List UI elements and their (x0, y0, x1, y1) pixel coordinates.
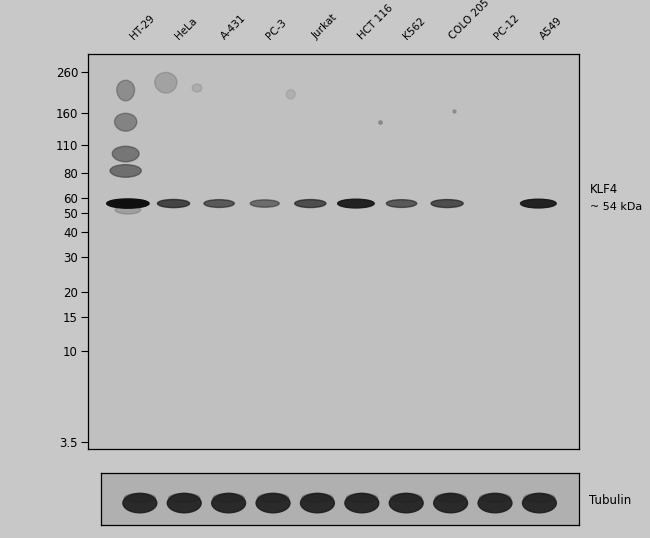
Ellipse shape (123, 493, 157, 513)
Ellipse shape (250, 200, 280, 207)
Text: COLO 205: COLO 205 (447, 0, 491, 41)
Ellipse shape (111, 199, 145, 203)
Ellipse shape (117, 80, 135, 101)
Text: PC-12: PC-12 (493, 12, 521, 41)
Ellipse shape (110, 165, 141, 177)
Text: HeLa: HeLa (174, 16, 199, 41)
Text: ~ 54 kDa: ~ 54 kDa (590, 202, 642, 211)
Ellipse shape (391, 493, 422, 502)
Text: PC-3: PC-3 (265, 17, 289, 41)
Text: Tubulin: Tubulin (590, 493, 632, 506)
Ellipse shape (256, 493, 290, 513)
Ellipse shape (204, 200, 234, 208)
Ellipse shape (346, 493, 378, 502)
Text: KLF4: KLF4 (590, 183, 618, 196)
Ellipse shape (115, 206, 140, 214)
Ellipse shape (192, 84, 202, 92)
Text: A-431: A-431 (219, 13, 248, 41)
Ellipse shape (286, 89, 295, 99)
Ellipse shape (157, 200, 190, 208)
Ellipse shape (435, 493, 466, 502)
Ellipse shape (386, 200, 417, 208)
Text: HCT 116: HCT 116 (356, 3, 395, 41)
Ellipse shape (478, 493, 512, 513)
Ellipse shape (300, 493, 334, 513)
Ellipse shape (302, 493, 333, 502)
Ellipse shape (480, 493, 511, 502)
Ellipse shape (124, 493, 155, 502)
Ellipse shape (112, 146, 139, 162)
Ellipse shape (114, 114, 137, 131)
Ellipse shape (389, 493, 423, 513)
Ellipse shape (167, 493, 201, 513)
Ellipse shape (294, 200, 326, 208)
Ellipse shape (257, 493, 289, 502)
Text: HT-29: HT-29 (128, 13, 156, 41)
Ellipse shape (345, 493, 379, 513)
Ellipse shape (337, 199, 374, 208)
Ellipse shape (524, 493, 555, 502)
Ellipse shape (168, 493, 200, 502)
Point (375, 117, 385, 126)
Ellipse shape (434, 493, 467, 513)
Ellipse shape (212, 493, 246, 513)
Ellipse shape (107, 199, 149, 208)
Ellipse shape (431, 200, 463, 208)
Ellipse shape (213, 493, 244, 502)
Ellipse shape (521, 199, 556, 208)
Ellipse shape (155, 73, 177, 93)
Point (448, 107, 459, 115)
Text: Jurkat: Jurkat (310, 13, 339, 41)
Ellipse shape (523, 493, 556, 513)
Text: K562: K562 (402, 16, 428, 41)
Text: A549: A549 (538, 15, 564, 41)
